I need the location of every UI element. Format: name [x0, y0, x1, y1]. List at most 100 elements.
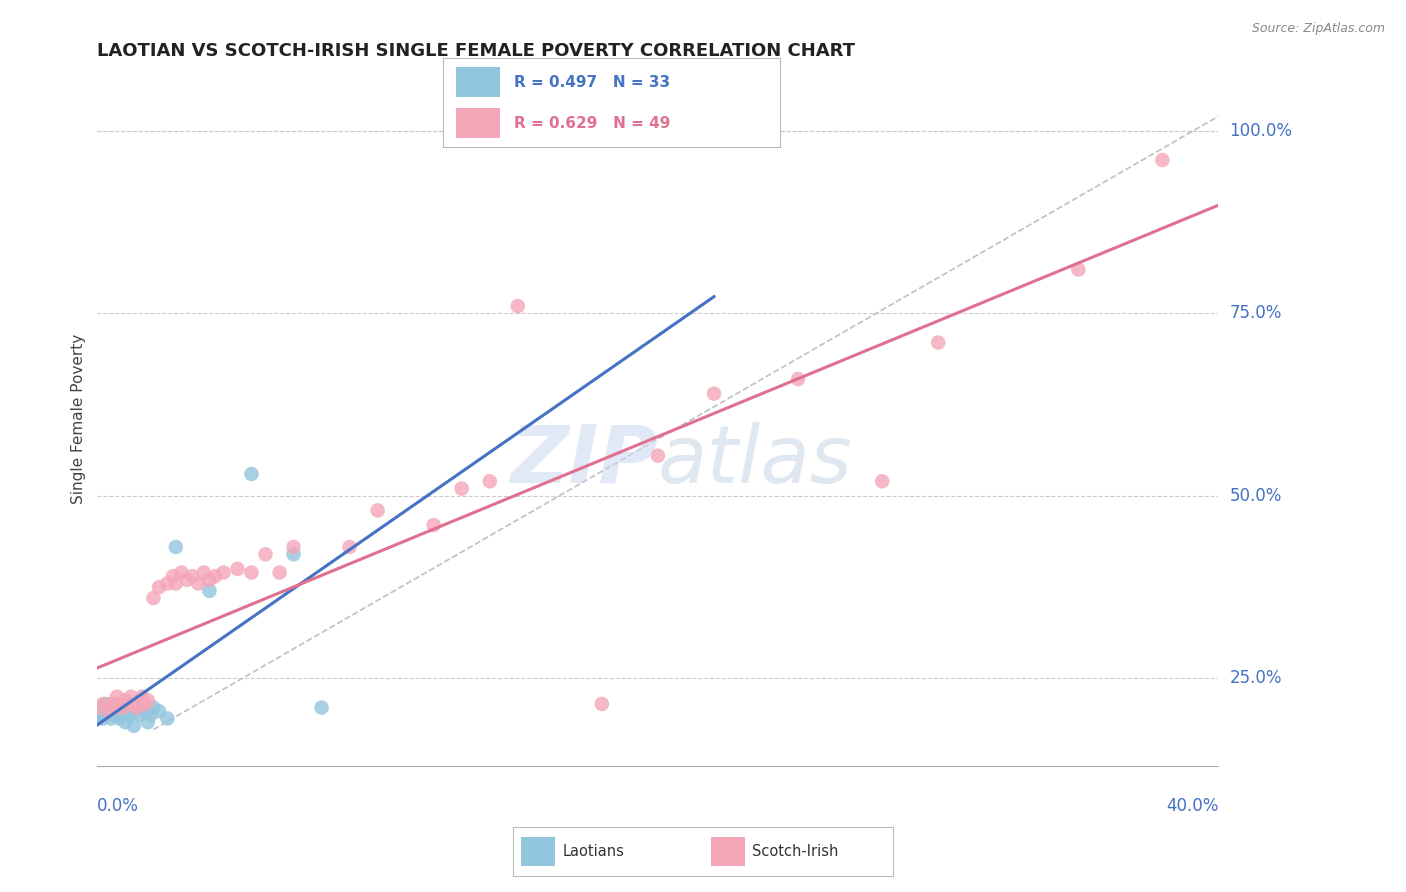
Point: [176, 573, 198, 587]
Point: [136, 715, 159, 730]
Point: [125, 700, 148, 714]
Point: [703, 386, 725, 401]
Point: [283, 540, 305, 554]
Point: [142, 700, 165, 714]
Text: ZIP: ZIP: [510, 422, 658, 500]
Point: [114, 693, 136, 707]
Point: [240, 566, 263, 580]
Text: atlas: atlas: [658, 422, 852, 500]
Point: [91, 697, 114, 711]
Y-axis label: Single Female Poverty: Single Female Poverty: [72, 334, 86, 504]
Text: 0.0%: 0.0%: [97, 797, 139, 814]
Point: [122, 719, 145, 733]
Point: [114, 697, 136, 711]
Point: [86, 707, 108, 722]
Text: Source: ZipAtlas.com: Source: ZipAtlas.com: [1251, 22, 1385, 36]
Point: [165, 540, 187, 554]
Point: [339, 540, 361, 554]
Point: [125, 700, 148, 714]
Point: [506, 299, 529, 313]
Point: [114, 715, 136, 730]
Point: [367, 503, 389, 517]
Point: [86, 700, 108, 714]
Point: [105, 700, 128, 714]
Point: [148, 704, 170, 718]
Text: Laotians: Laotians: [562, 844, 624, 859]
Point: [450, 482, 472, 496]
Point: [94, 697, 117, 711]
Point: [117, 704, 139, 718]
Point: [117, 697, 139, 711]
Point: [311, 700, 333, 714]
Point: [193, 566, 215, 580]
Point: [170, 566, 193, 580]
Point: [111, 700, 134, 714]
Point: [647, 449, 669, 463]
Point: [111, 707, 134, 722]
Point: [240, 467, 263, 481]
Point: [162, 569, 184, 583]
Text: R = 0.629   N = 49: R = 0.629 N = 49: [513, 116, 671, 130]
Point: [97, 704, 120, 718]
Point: [120, 690, 142, 704]
Point: [1152, 153, 1174, 167]
Point: [1067, 262, 1090, 277]
Text: Scotch-Irish: Scotch-Irish: [752, 844, 839, 859]
Point: [122, 697, 145, 711]
Point: [269, 566, 291, 580]
Point: [254, 547, 277, 561]
Bar: [520, 837, 555, 866]
Point: [105, 690, 128, 704]
Point: [131, 697, 153, 711]
Point: [198, 573, 221, 587]
Point: [142, 591, 165, 605]
Text: 100.0%: 100.0%: [1230, 122, 1292, 140]
Point: [128, 707, 150, 722]
Point: [136, 693, 159, 707]
Point: [283, 547, 305, 561]
Bar: [710, 837, 745, 866]
Point: [156, 576, 179, 591]
Point: [422, 518, 444, 533]
Point: [131, 690, 153, 704]
Point: [128, 697, 150, 711]
Point: [187, 576, 209, 591]
Text: R = 0.497   N = 33: R = 0.497 N = 33: [513, 75, 669, 89]
Point: [591, 697, 613, 711]
Point: [100, 697, 122, 711]
Point: [198, 583, 221, 598]
Point: [134, 697, 156, 711]
Point: [148, 580, 170, 594]
Point: [181, 569, 204, 583]
Point: [139, 707, 162, 722]
Point: [100, 712, 122, 726]
Point: [91, 712, 114, 726]
Point: [870, 475, 893, 489]
Point: [120, 707, 142, 722]
Point: [478, 475, 501, 489]
Point: [97, 704, 120, 718]
Point: [103, 707, 125, 722]
Point: [927, 335, 949, 350]
Point: [108, 712, 131, 726]
Bar: [457, 108, 501, 138]
Point: [134, 704, 156, 718]
Point: [86, 700, 108, 714]
Point: [108, 704, 131, 718]
Text: 50.0%: 50.0%: [1230, 487, 1282, 505]
Bar: [457, 67, 501, 97]
Point: [108, 697, 131, 711]
Point: [100, 700, 122, 714]
Point: [89, 704, 111, 718]
Text: LAOTIAN VS SCOTCH-IRISH SINGLE FEMALE POVERTY CORRELATION CHART: LAOTIAN VS SCOTCH-IRISH SINGLE FEMALE PO…: [97, 42, 855, 60]
Text: 40.0%: 40.0%: [1166, 797, 1219, 814]
Point: [787, 372, 810, 386]
Point: [204, 569, 226, 583]
Point: [165, 576, 187, 591]
Text: 75.0%: 75.0%: [1230, 304, 1282, 322]
Point: [156, 712, 179, 726]
Point: [226, 562, 249, 576]
Point: [103, 700, 125, 714]
Point: [212, 566, 235, 580]
Point: [86, 712, 108, 726]
